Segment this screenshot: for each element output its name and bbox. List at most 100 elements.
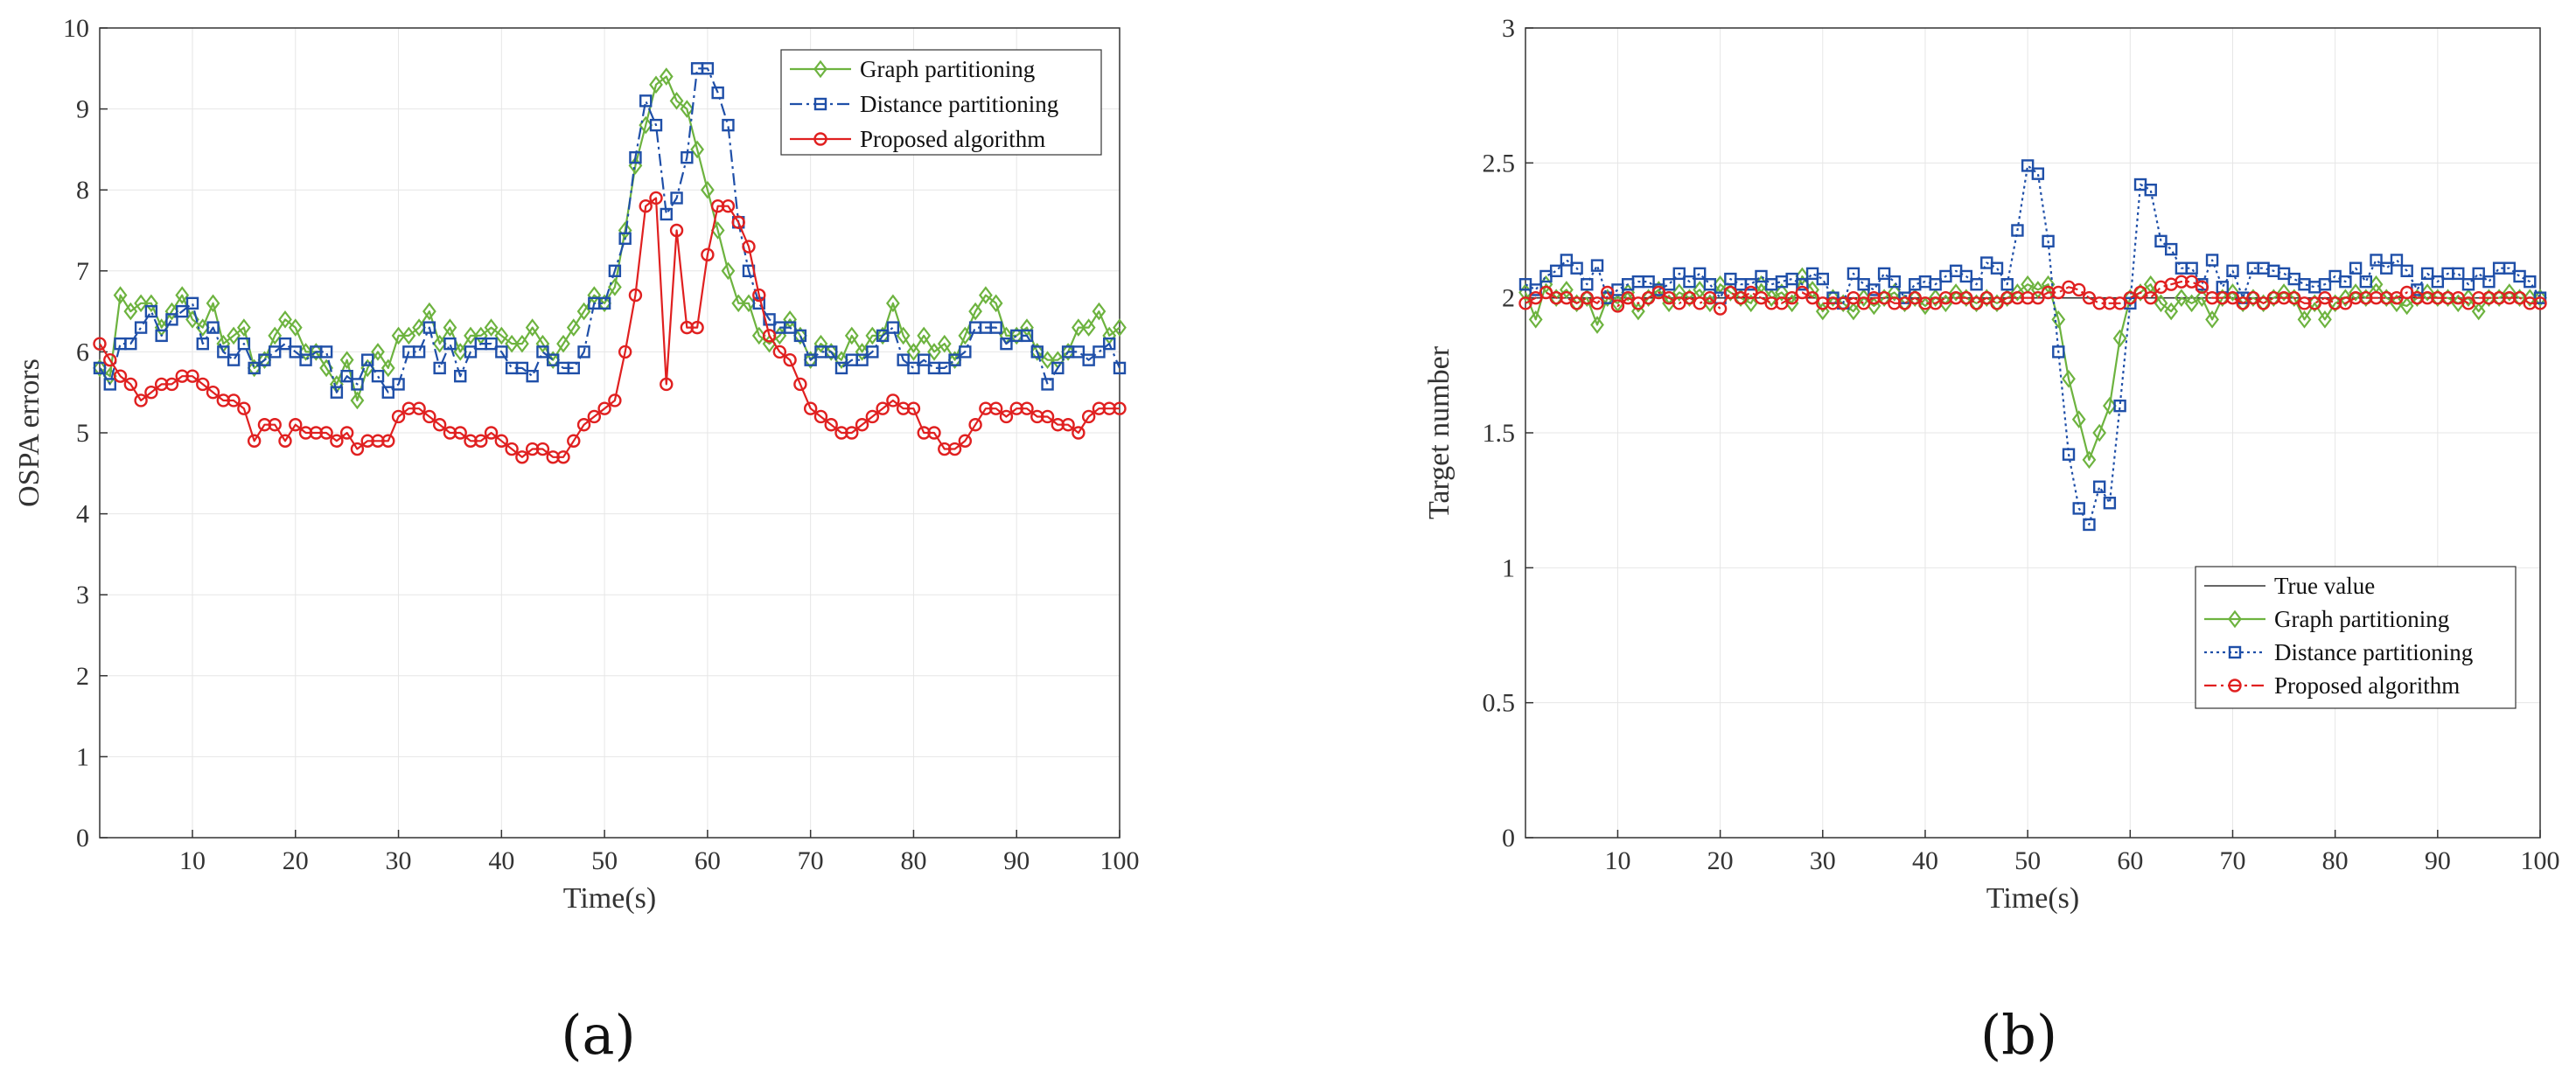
chart-a-data-point-graph-partitioning bbox=[175, 286, 190, 304]
chart-b-data-point-proposed-algorithm bbox=[2318, 290, 2332, 305]
chart-a-data-point-distance-partitioning bbox=[639, 94, 653, 108]
chart-b-data-point-distance-partitioning bbox=[2533, 291, 2547, 304]
chart-a-data-point-distance-partitioning bbox=[330, 386, 344, 399]
chart-a-data-point-distance-partitioning bbox=[269, 345, 282, 359]
chart-a-x-tick-label: 100 bbox=[1100, 846, 1140, 875]
chart-a-data-point-graph-partitioning bbox=[412, 318, 426, 337]
chart-a-data-point-proposed-algorithm bbox=[93, 337, 107, 351]
chart-b-data-point-distance-partitioning bbox=[2400, 264, 2413, 277]
chart-b-data-point-distance-partitioning bbox=[2205, 254, 2219, 267]
chart-a-data-point-graph-partitioning bbox=[566, 318, 581, 337]
chart-b-data-point-graph-partitioning bbox=[1672, 283, 1686, 302]
chart-a-data-point-proposed-algorithm bbox=[515, 450, 529, 464]
chart-a-data-point-proposed-algorithm bbox=[1081, 409, 1096, 424]
chart-b-data-point-distance-partitioning bbox=[1683, 275, 1696, 289]
chart-a-x-tick-label: 40 bbox=[488, 846, 514, 875]
chart-b-data-point-graph-partitioning bbox=[2430, 289, 2445, 307]
chart-b-data-point-graph-partitioning bbox=[2502, 283, 2517, 302]
chart-b-data-point-graph-partitioning bbox=[2523, 289, 2538, 307]
chart-a-data-point-graph-partitioning bbox=[453, 343, 468, 361]
chart-b-data-point-graph-partitioning bbox=[1590, 316, 1604, 334]
chart-b-data-point-graph-partitioning bbox=[2215, 289, 2230, 307]
chart-a-data-point-proposed-algorithm bbox=[618, 345, 632, 359]
chart-b-data-point-graph-partitioning bbox=[2184, 294, 2199, 313]
chart-b-data-point-graph-partitioning bbox=[2154, 294, 2168, 313]
chart-a-data-point-distance-partitioning bbox=[629, 150, 642, 164]
chart-b-data-point-graph-partitioning bbox=[2071, 410, 2086, 428]
chart-b-data-point-proposed-algorithm bbox=[2123, 290, 2138, 305]
chart-a-data-point-graph-partitioning bbox=[134, 294, 148, 313]
chart-a-data-point-proposed-algorithm bbox=[319, 426, 333, 440]
chart-b-data-point-proposed-algorithm bbox=[2041, 285, 2056, 300]
chart-b-data-point-proposed-algorithm bbox=[1867, 290, 1881, 305]
chart-a-series-distance-partitioning bbox=[93, 62, 1127, 399]
chart-a-data-point-proposed-algorithm bbox=[1051, 418, 1065, 432]
chart-a-data-point-distance-partitioning bbox=[1093, 345, 1106, 359]
chart-a-data-point-proposed-algorithm bbox=[216, 393, 231, 407]
chart-a-data-point-distance-partitioning bbox=[866, 345, 879, 359]
chart-a-data-point-distance-partitioning bbox=[804, 353, 817, 366]
chart-b-x-axis-title: Time(s) bbox=[1986, 882, 2079, 915]
chart-a-data-point-distance-partitioning bbox=[1030, 345, 1044, 359]
chart-b-data-point-distance-partitioning bbox=[2246, 261, 2260, 275]
chart-a-data-point-distance-partitioning bbox=[938, 361, 951, 375]
chart-a-data-point-graph-partitioning bbox=[123, 302, 138, 321]
chart-a-data-point-graph-partitioning bbox=[401, 326, 416, 345]
chart-a-data-point-distance-partitioning bbox=[258, 353, 271, 366]
chart-a-data-point-distance-partitioning bbox=[783, 321, 797, 334]
chart-b-data-point-graph-partitioning bbox=[2399, 296, 2414, 316]
chart-b-data-point-proposed-algorithm bbox=[2082, 290, 2097, 305]
chart-a-data-point-proposed-algorithm bbox=[535, 442, 550, 456]
chart-b-data-point-distance-partitioning bbox=[2472, 267, 2485, 281]
chart-a-data-point-graph-partitioning bbox=[906, 343, 921, 361]
chart-a-legend-marker-distance-partitioning bbox=[813, 97, 827, 111]
chart-b-data-point-proposed-algorithm bbox=[2533, 296, 2547, 310]
chart-a-data-point-distance-partitioning bbox=[597, 296, 611, 310]
chart-b-data-point-graph-partitioning bbox=[2379, 289, 2394, 307]
chart-b-data-point-graph-partitioning bbox=[1846, 302, 1860, 321]
chart-b-data-point-distance-partitioning bbox=[2042, 234, 2055, 248]
chart-a-data-point-distance-partitioning bbox=[443, 337, 457, 351]
chart-a-data-point-proposed-algorithm bbox=[999, 409, 1014, 424]
chart-a-y-axis-title: OSPA errors bbox=[13, 359, 45, 507]
chart-b-data-point-proposed-algorithm bbox=[1621, 290, 1635, 305]
chart-a-data-point-graph-partitioning bbox=[164, 302, 179, 321]
chart-a-data-point-graph-partitioning bbox=[649, 75, 663, 94]
chart-b-series-proposed-algorithm bbox=[1518, 275, 2547, 316]
chart-a-data-point-distance-partitioning bbox=[185, 296, 199, 310]
chart-b-data-point-distance-partitioning bbox=[1877, 267, 1891, 281]
chart-a-data-point-proposed-algorithm bbox=[175, 369, 189, 383]
chart-b-legend-label-proposed-algorithm: Proposed algorithm bbox=[2274, 672, 2460, 699]
chart-b-data-point-proposed-algorithm bbox=[1693, 296, 1707, 310]
chart-a-y-tick-label: 8 bbox=[76, 176, 89, 205]
chart-b-x-tick-label: 70 bbox=[2219, 846, 2245, 875]
chart-a-data-point-graph-partitioning bbox=[380, 359, 395, 378]
chart-a-data-point-distance-partitioning bbox=[711, 86, 724, 100]
chart-a-data-point-graph-partitioning bbox=[917, 326, 932, 345]
chart-b-data-point-distance-partitioning bbox=[2380, 261, 2393, 275]
chart-a-data-point-proposed-algorithm bbox=[660, 377, 674, 392]
chart-a-data-point-proposed-algorithm bbox=[432, 418, 447, 432]
chart-a-data-point-graph-partitioning bbox=[288, 318, 303, 337]
chart-a-data-point-graph-partitioning bbox=[927, 343, 941, 361]
chart-b-data-point-proposed-algorithm bbox=[2390, 290, 2404, 305]
chart-b-data-point-proposed-algorithm bbox=[1703, 290, 1717, 305]
chart-a-legend-marker-graph-partitioning bbox=[813, 59, 827, 79]
chart-a-data-point-graph-partitioning bbox=[824, 343, 839, 361]
chart-a-data-point-proposed-algorithm bbox=[701, 247, 715, 261]
chart-b-data-point-proposed-algorithm bbox=[2184, 275, 2199, 289]
chart-b-data-point-proposed-algorithm bbox=[2471, 290, 2486, 305]
chart-b-data-point-distance-partitioning bbox=[1785, 272, 1798, 286]
chart-a-data-point-distance-partitioning bbox=[206, 321, 220, 334]
chart-a-data-point-proposed-algorithm bbox=[298, 426, 313, 440]
chart-a-data-point-distance-partitioning bbox=[1041, 378, 1054, 391]
chart-b-data-point-proposed-algorithm bbox=[1877, 290, 1891, 305]
chart-b-data-point-distance-partitioning bbox=[1570, 261, 1583, 275]
chart-b-data-point-proposed-algorithm bbox=[2420, 290, 2434, 305]
chart-b-data-point-distance-partitioning bbox=[1959, 269, 1973, 283]
chart-a-data-point-proposed-algorithm bbox=[257, 418, 272, 432]
chart-a-data-point-proposed-algorithm bbox=[1113, 401, 1127, 415]
chart-a-data-point-graph-partitioning bbox=[432, 334, 447, 353]
chart-a-data-point-graph-partitioning bbox=[751, 326, 766, 345]
